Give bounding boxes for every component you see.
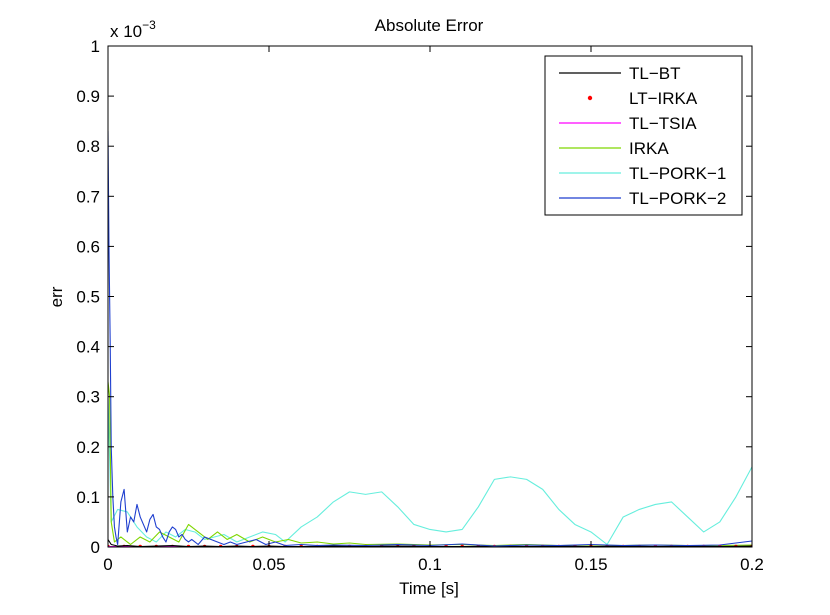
legend-entry-label: TL−PORK−1	[629, 164, 726, 183]
legend-entry-label: IRKA	[629, 139, 669, 158]
x-tick-label: 0	[103, 555, 112, 574]
y-tick-label: 0.8	[76, 137, 100, 156]
y-axis-multiplier-exponent: −3	[142, 18, 156, 32]
y-tick-label: 0	[91, 538, 100, 557]
y-axis-label: err	[47, 286, 66, 307]
series-tl-pork-2-line	[108, 131, 752, 547]
y-axis-multiplier: x 10−3	[110, 18, 156, 41]
legend-box	[544, 55, 743, 216]
y-axis-multiplier-base: x 10	[110, 22, 142, 41]
y-tick-label: 0.3	[76, 388, 100, 407]
y-tick-label: 0.6	[76, 237, 100, 256]
chart-title: Absolute Error	[375, 16, 484, 35]
y-tick-label: 0.2	[76, 438, 100, 457]
axes-layer: 0 0.05 0.1 0.15 0.2 0 0.1 0.2 0.3 0.4 0.5 0.6 0.7 0.8…	[76, 37, 763, 574]
series-tl-pork-1-line	[108, 396, 752, 546]
legend-entry-label: LT−IRKA	[629, 89, 698, 108]
y-tick-label: 0.5	[76, 288, 100, 307]
y-tick-label: 0.4	[76, 338, 100, 357]
x-tick-label: 0.2	[740, 555, 764, 574]
legend: TL−BT LT−IRKA TL−TSIA IRKA TL−PORK−1 TL−PORK−…	[544, 55, 743, 216]
y-tick-label: 0.7	[76, 187, 100, 206]
legend-entry-label: TL−BT	[629, 64, 681, 83]
y-tick-label: 0.1	[76, 488, 100, 507]
x-axis-label: Time [s]	[399, 579, 459, 598]
x-tick-label: 0.1	[418, 555, 442, 574]
y-tick-label: 1	[91, 37, 100, 56]
legend-entry-label: TL−PORK−2	[629, 189, 726, 208]
x-tick-label: 0.05	[252, 555, 285, 574]
legend-marker	[587, 95, 593, 101]
legend-entry-label: TL−TSIA	[629, 114, 697, 133]
y-tick-label: 0.9	[76, 87, 100, 106]
x-tick-label: 0.15	[574, 555, 607, 574]
